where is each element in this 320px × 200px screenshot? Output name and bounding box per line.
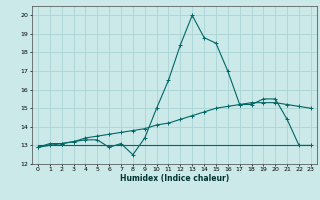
X-axis label: Humidex (Indice chaleur): Humidex (Indice chaleur) — [120, 174, 229, 183]
